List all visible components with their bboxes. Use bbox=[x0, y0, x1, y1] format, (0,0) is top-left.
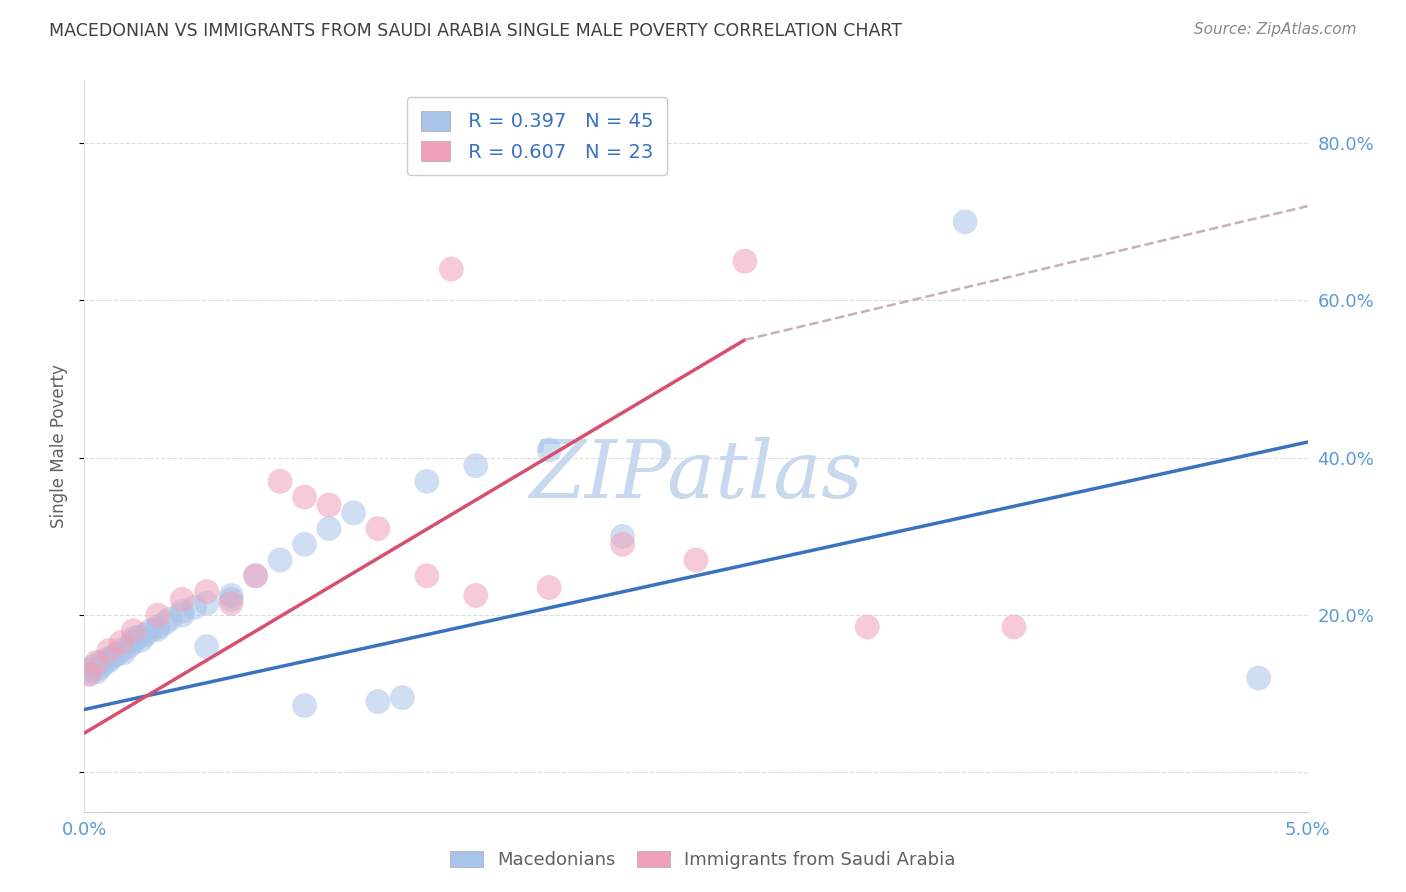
Point bbox=[90, 655, 112, 669]
Text: ZIPatlas: ZIPatlas bbox=[529, 436, 863, 514]
Point bbox=[80, 663, 103, 677]
Point bbox=[153, 615, 176, 630]
Point bbox=[146, 620, 169, 634]
Point bbox=[122, 624, 145, 638]
Point bbox=[294, 537, 316, 551]
Point bbox=[219, 592, 242, 607]
Point bbox=[112, 646, 135, 660]
Point bbox=[318, 498, 340, 512]
Point bbox=[103, 648, 125, 663]
Point bbox=[77, 667, 100, 681]
Point bbox=[172, 604, 194, 618]
Point bbox=[464, 458, 486, 473]
Point bbox=[856, 620, 879, 634]
Point bbox=[97, 643, 120, 657]
Point bbox=[416, 475, 439, 489]
Point bbox=[294, 490, 316, 504]
Point bbox=[612, 537, 634, 551]
Point bbox=[195, 584, 218, 599]
Point bbox=[219, 596, 242, 610]
Point bbox=[195, 640, 218, 654]
Y-axis label: Single Male Poverty: Single Male Poverty bbox=[51, 364, 69, 528]
Point bbox=[93, 657, 115, 671]
Point bbox=[367, 522, 389, 536]
Point bbox=[127, 630, 149, 644]
Legend: Macedonians, Immigrants from Saudi Arabia: Macedonians, Immigrants from Saudi Arabi… bbox=[441, 842, 965, 879]
Point bbox=[1247, 671, 1270, 685]
Point bbox=[122, 635, 145, 649]
Point bbox=[269, 553, 291, 567]
Point bbox=[538, 442, 561, 457]
Point bbox=[172, 608, 194, 623]
Text: Source: ZipAtlas.com: Source: ZipAtlas.com bbox=[1194, 22, 1357, 37]
Point bbox=[83, 659, 105, 673]
Point bbox=[953, 215, 976, 229]
Point bbox=[97, 654, 120, 668]
Point bbox=[538, 581, 561, 595]
Point bbox=[464, 589, 486, 603]
Point bbox=[97, 651, 120, 665]
Point bbox=[440, 262, 463, 277]
Point bbox=[159, 612, 181, 626]
Point bbox=[139, 624, 162, 638]
Point bbox=[172, 592, 194, 607]
Point bbox=[146, 622, 169, 636]
Point bbox=[105, 648, 128, 662]
Point bbox=[391, 690, 413, 705]
Point bbox=[342, 506, 364, 520]
Point bbox=[685, 553, 707, 567]
Point bbox=[122, 632, 145, 646]
Point bbox=[146, 608, 169, 623]
Point bbox=[183, 600, 205, 615]
Legend:  R = 0.397   N = 45,  R = 0.607   N = 23: R = 0.397 N = 45, R = 0.607 N = 23 bbox=[408, 97, 666, 176]
Point bbox=[269, 475, 291, 489]
Point bbox=[110, 635, 132, 649]
Point bbox=[734, 254, 756, 268]
Text: MACEDONIAN VS IMMIGRANTS FROM SAUDI ARABIA SINGLE MALE POVERTY CORRELATION CHART: MACEDONIAN VS IMMIGRANTS FROM SAUDI ARAB… bbox=[49, 22, 903, 40]
Point bbox=[86, 655, 108, 669]
Point bbox=[135, 628, 157, 642]
Point bbox=[129, 633, 152, 648]
Point bbox=[245, 568, 267, 582]
Point bbox=[294, 698, 316, 713]
Point bbox=[195, 596, 218, 610]
Point bbox=[416, 568, 439, 582]
Point bbox=[77, 667, 100, 681]
Point bbox=[1002, 620, 1025, 634]
Point bbox=[245, 568, 267, 582]
Point bbox=[87, 662, 110, 676]
Point bbox=[318, 522, 340, 536]
Point bbox=[117, 640, 139, 654]
Point bbox=[86, 665, 108, 679]
Point bbox=[367, 695, 389, 709]
Point bbox=[219, 589, 242, 603]
Point bbox=[110, 643, 132, 657]
Point bbox=[612, 529, 634, 543]
